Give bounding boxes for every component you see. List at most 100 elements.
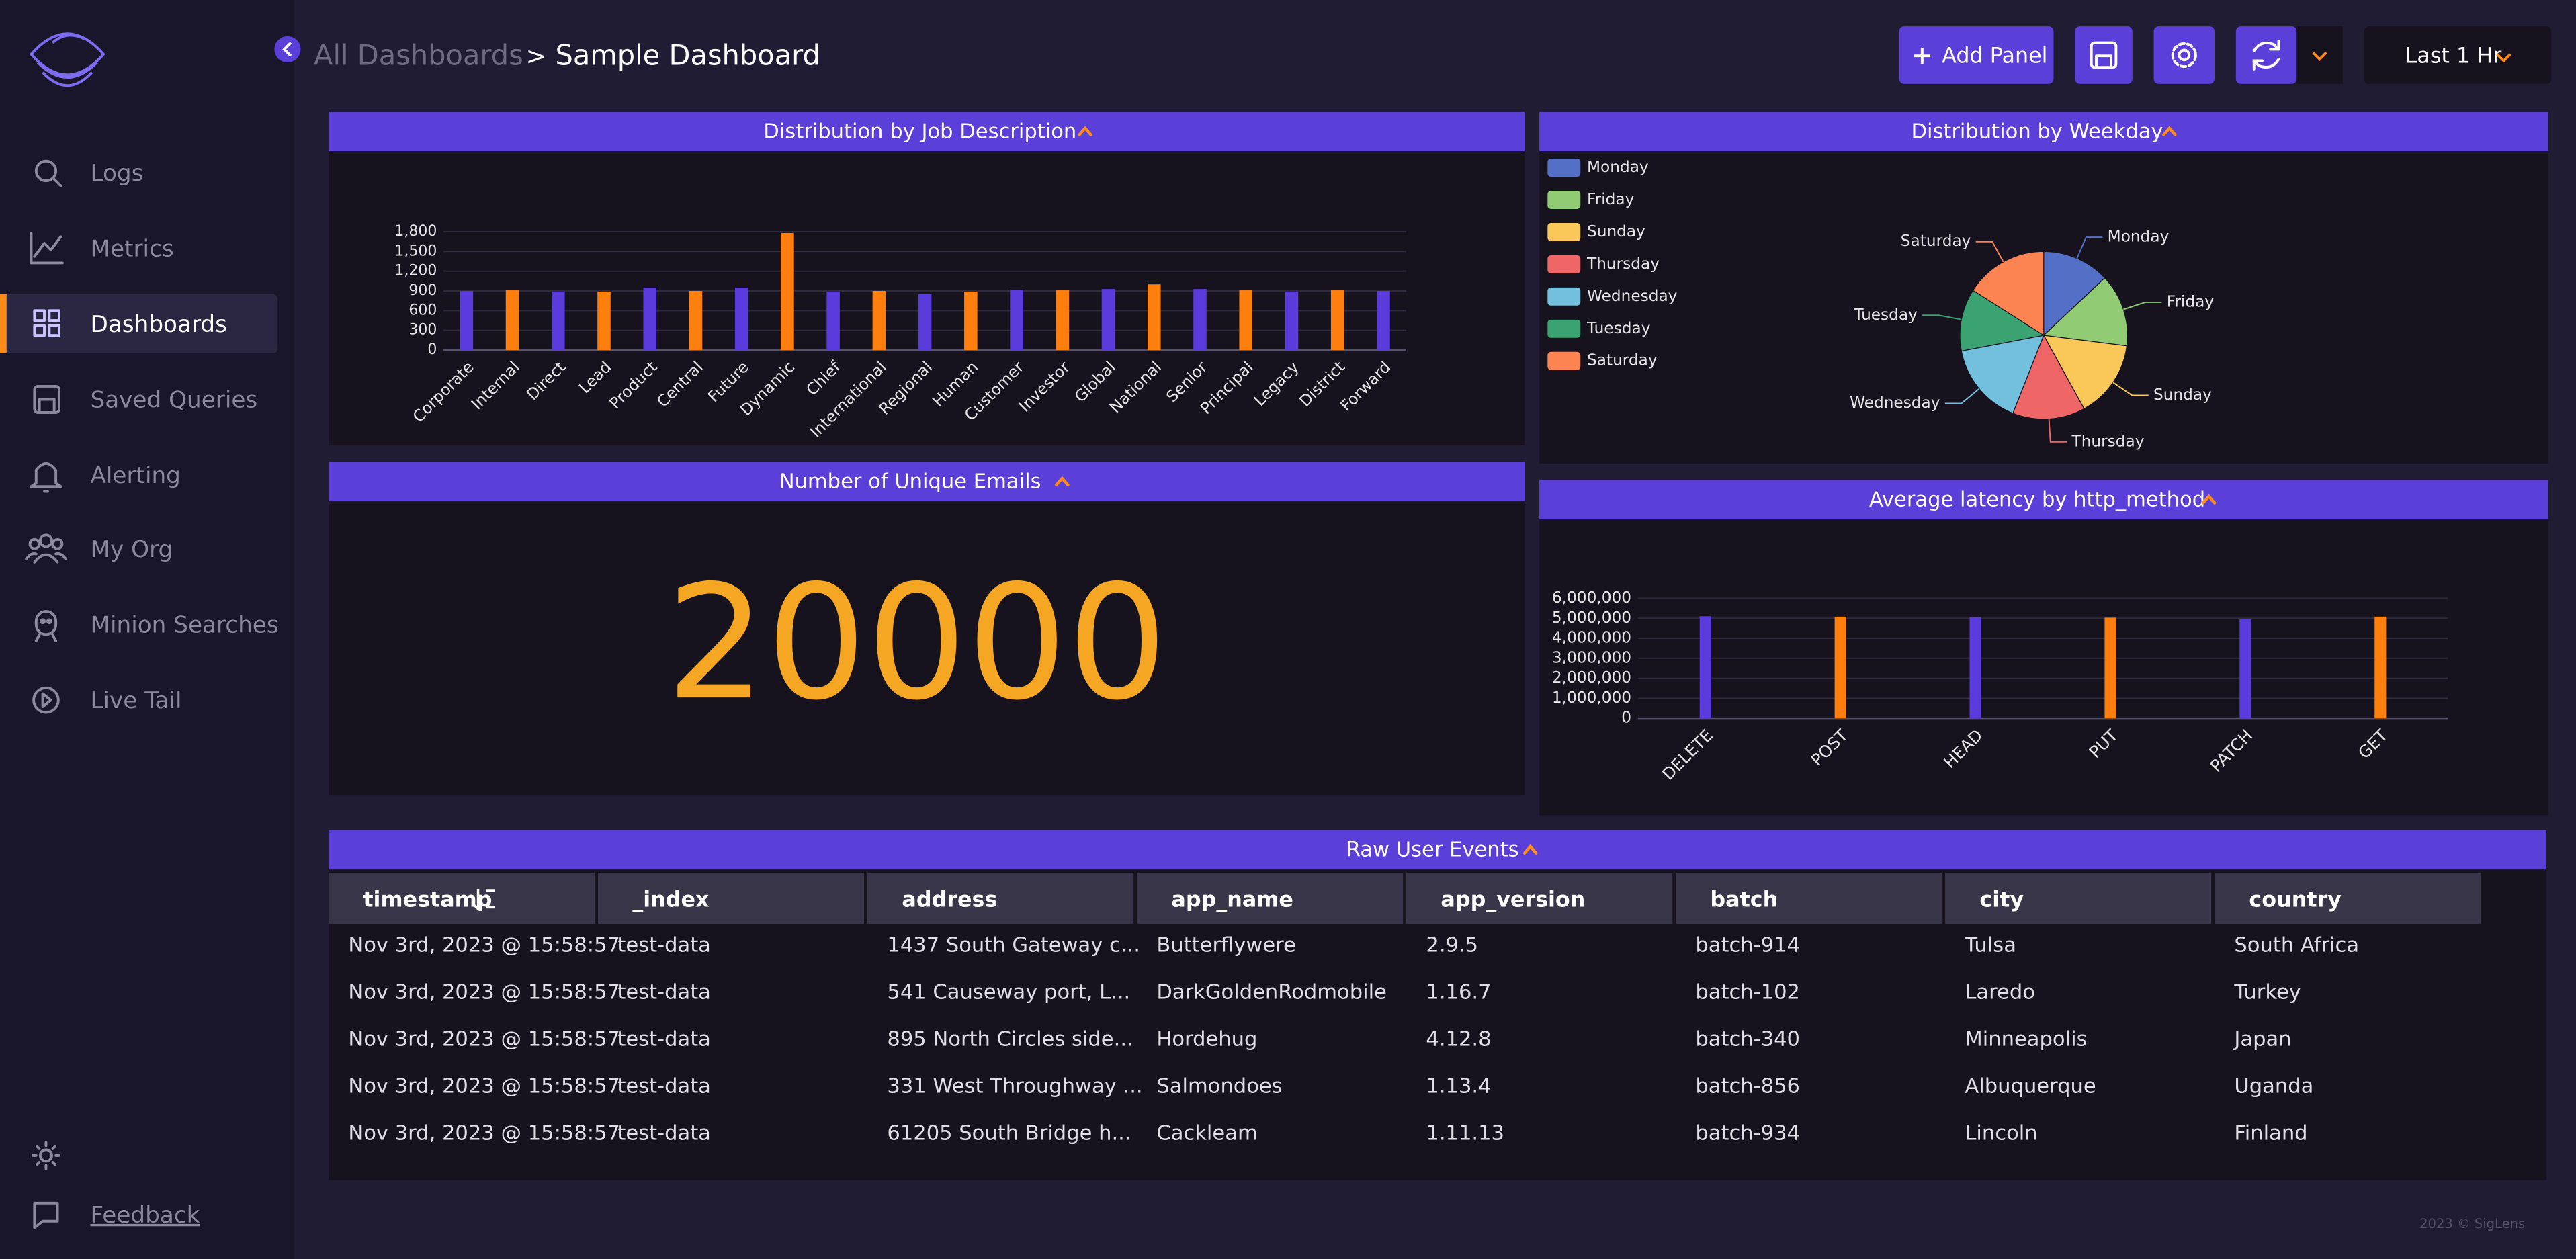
bar: [964, 292, 978, 351]
add-panel-button[interactable]: Add Panel: [1899, 26, 2054, 84]
pie-leader: [1975, 241, 2004, 263]
legend-label: Wednesday: [1587, 287, 1678, 305]
column-header[interactable]: _index: [632, 887, 710, 912]
table-cell: test-data: [617, 1074, 711, 1098]
breadcrumb-separator: >: [525, 42, 546, 71]
events-table: timestamp _index address app_name app_versio…: [329, 873, 2481, 1145]
column-header[interactable]: address: [902, 887, 997, 912]
bar: [643, 288, 657, 351]
pie-leader: [2112, 382, 2149, 396]
table-cell: 1.11.13: [1426, 1121, 1504, 1145]
y-tick-label: 5,000,000: [1552, 609, 1631, 627]
bar: [597, 292, 611, 351]
nav-icons: [25, 159, 67, 1229]
legend-swatch: [1547, 319, 1581, 338]
legend-swatch: [1547, 222, 1581, 241]
table-cell: test-data: [617, 1121, 711, 1145]
nav-my-org[interactable]: My Org: [90, 536, 173, 563]
legend-label: Sunday: [1587, 222, 1645, 241]
table-cell: 331 West Throughway ...: [887, 1074, 1142, 1098]
feedback-link[interactable]: Feedback: [90, 1202, 200, 1229]
save-button[interactable]: [2075, 26, 2133, 84]
table-cell: 1437 South Gateway c...: [887, 933, 1140, 957]
table-cell: batch-856: [1695, 1074, 1800, 1098]
bar: [1969, 617, 1981, 719]
table-cell: Turkey: [2233, 980, 2301, 1004]
bar: [689, 291, 703, 351]
table-cell: Tulsa: [1964, 933, 2016, 957]
column-header[interactable]: timestamp: [363, 887, 492, 912]
table-cell: Albuquerque: [1965, 1074, 2096, 1098]
y-tick-label: 6,000,000: [1552, 589, 1631, 607]
legend-label: Friday: [1587, 190, 1635, 208]
nav-minion-searches[interactable]: Minion Searches: [90, 612, 278, 639]
nav-live-tail[interactable]: Live Tail: [90, 687, 181, 714]
bar: [734, 288, 748, 351]
table-cell: 4.12.8: [1426, 1027, 1491, 1051]
pie-slice: [2012, 334, 2085, 420]
column-header[interactable]: city: [1979, 887, 2024, 912]
column-header[interactable]: batch: [1710, 887, 1778, 912]
table-cell: test-data: [617, 980, 711, 1004]
time-range-picker[interactable]: Last 1 Hr: [2364, 26, 2552, 84]
nav-metrics[interactable]: Metrics: [90, 235, 173, 262]
y-tick-label: 900: [409, 282, 437, 299]
column-header-cell: [1945, 873, 2212, 924]
column-header-cell: [1406, 873, 1673, 924]
legend-swatch: [1547, 287, 1581, 306]
bar: [2239, 619, 2251, 719]
table-cell: Nov 3rd, 2023 @ 15:58:57: [348, 980, 620, 1004]
refresh-button[interactable]: [2235, 26, 2343, 84]
table-cell: 1.16.7: [1426, 980, 1491, 1004]
pie-label: Wednesday: [1850, 394, 1940, 412]
column-header-cell: [867, 873, 1134, 924]
footer: 2023 © SigLens: [2419, 1216, 2525, 1231]
y-tick-label: 1,000,000: [1552, 689, 1631, 707]
collapse-button[interactable]: [274, 36, 301, 62]
y-tick-label: 4,000,000: [1552, 629, 1631, 647]
settings-button[interactable]: [2153, 26, 2215, 84]
nav-saved-queries[interactable]: Saved Queries: [90, 386, 257, 413]
nav-alerting[interactable]: Alerting: [90, 462, 180, 489]
time-range-label[interactable]: Last 1 Hr: [2405, 43, 2502, 68]
table-cell: 1.13.4: [1426, 1074, 1491, 1098]
sidebar: [0, 0, 294, 1259]
sidebar-nav: Logs Metrics Dashboards Saved Queries Al…: [90, 160, 278, 1229]
table-cell: 895 North Circles side...: [887, 1027, 1133, 1051]
table-cell: DarkGoldenRodmobile: [1156, 980, 1387, 1004]
column-header[interactable]: app_version: [1441, 887, 1585, 912]
nav-logs[interactable]: Logs: [90, 160, 143, 187]
bar: [1834, 616, 1846, 719]
sort-icon: [472, 889, 495, 911]
table-cell: Nov 3rd, 2023 @ 15:58:57: [348, 1121, 620, 1145]
table-cell: batch-914: [1695, 933, 1800, 957]
legend-swatch: [1547, 159, 1581, 177]
y-tick-label: 0: [427, 341, 437, 358]
table-cell: batch-934: [1695, 1121, 1800, 1145]
pie-leader: [2076, 236, 2103, 259]
pie-label: Sunday: [2153, 386, 2212, 404]
add-panel-label[interactable]: Add Panel: [1942, 43, 2047, 68]
column-header[interactable]: country: [2249, 887, 2342, 912]
panel-title: Number of Unique Emails: [779, 470, 1041, 494]
table-cell: 541 Causeway port, L...: [887, 980, 1130, 1004]
breadcrumb-all-dashboards[interactable]: All Dashboards: [314, 39, 523, 72]
y-tick-label: 2,000,000: [1552, 668, 1631, 687]
table-cell: test-data: [617, 933, 711, 957]
table-cell: Finland: [2234, 1121, 2307, 1145]
nav-dashboards[interactable]: Dashboards: [90, 311, 227, 338]
bar: [551, 292, 565, 351]
bar: [781, 232, 794, 351]
legend-label: Saturday: [1587, 351, 1658, 370]
pie-label: Thursday: [2071, 432, 2145, 450]
table-cell: Minneapolis: [1965, 1027, 2087, 1051]
table-cell: batch-340: [1695, 1027, 1800, 1051]
y-tick-label: 1,200: [394, 263, 437, 279]
panel-title: Average latency by http_method: [1869, 488, 2205, 511]
table-cell: 61205 South Bridge h...: [887, 1121, 1131, 1145]
column-header[interactable]: app_name: [1171, 887, 1293, 912]
table-cell: Nov 3rd, 2023 @ 15:58:57: [348, 1074, 620, 1098]
pie-leader: [2123, 301, 2162, 310]
y-tick-label: 3,000,000: [1552, 648, 1631, 666]
